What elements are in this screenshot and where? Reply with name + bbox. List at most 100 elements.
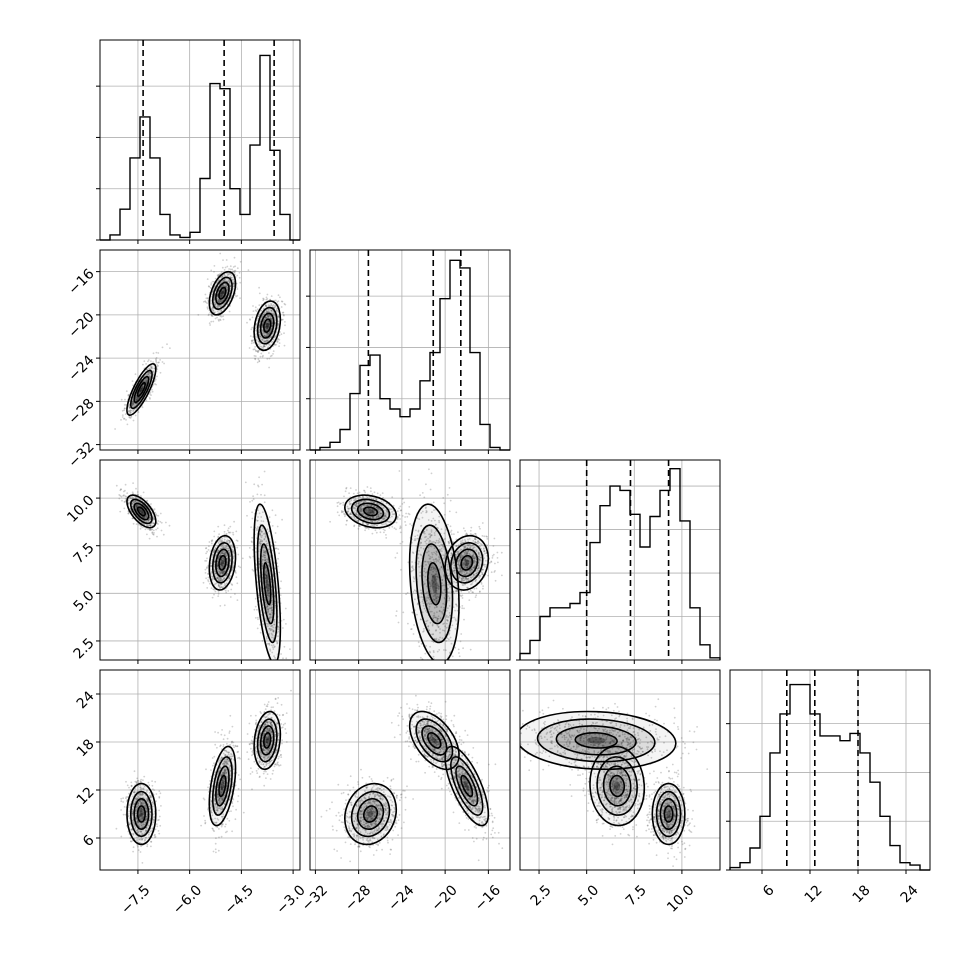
scatter-point	[266, 323, 269, 326]
scatter-point	[251, 340, 253, 343]
scatter-point	[134, 414, 137, 417]
scatter-point	[142, 491, 145, 494]
scatter-point	[228, 280, 230, 283]
scatter-point	[277, 294, 280, 297]
scatter-point	[343, 512, 345, 515]
scatter-point	[135, 505, 138, 508]
scatter-point	[266, 325, 269, 328]
scatter-point	[133, 404, 136, 407]
scatter-point	[262, 345, 265, 347]
scatter-point	[127, 393, 130, 396]
scatter-point	[232, 278, 235, 281]
scatter-point	[219, 294, 222, 297]
scatter-point	[162, 533, 165, 536]
scatter-point	[268, 324, 270, 327]
scatter-point	[283, 302, 286, 305]
scatter-point	[156, 364, 159, 366]
scatter-point	[268, 310, 270, 313]
scatter-point	[220, 561, 223, 564]
scatter-point	[128, 406, 131, 409]
scatter-point	[277, 557, 279, 560]
scatter-point	[129, 407, 131, 409]
scatter-point	[266, 328, 268, 330]
scatter-point	[134, 397, 137, 399]
density-fill	[139, 386, 144, 393]
scatter-point	[256, 308, 259, 311]
scatter-point	[270, 309, 273, 312]
scatter-point	[282, 618, 285, 621]
scatter-point	[147, 528, 150, 531]
scatter-point	[282, 668, 284, 670]
scatter-point	[157, 520, 160, 522]
scatter-point	[336, 502, 339, 504]
scatter-point	[256, 350, 259, 352]
scatter-point	[262, 299, 265, 302]
scatter-point	[250, 342, 253, 345]
scatter-point	[132, 403, 135, 406]
scatter-point	[273, 664, 275, 666]
scatter-point	[131, 404, 134, 406]
scatter-point	[216, 294, 219, 297]
scatter-point	[219, 315, 222, 318]
scatter-point	[224, 553, 227, 556]
scatter-point	[151, 531, 154, 534]
scatter-point	[211, 575, 213, 578]
scatter-point	[131, 380, 134, 382]
scatter-point	[226, 286, 228, 289]
scatter-point	[270, 304, 273, 307]
scatter-point	[254, 617, 257, 619]
scatter-point	[266, 333, 269, 336]
scatter-point	[221, 566, 224, 569]
scatter-point	[159, 520, 162, 523]
scatter-point	[222, 284, 225, 286]
scatter-point	[131, 497, 134, 500]
scatter-point	[215, 554, 217, 557]
scatter-point	[230, 588, 233, 591]
scatter-point	[366, 486, 369, 488]
scatter-point	[138, 509, 141, 512]
scatter-point	[144, 528, 147, 531]
scatter-point	[213, 588, 216, 591]
scatter-point	[210, 299, 213, 302]
scatter-point	[155, 528, 158, 531]
scatter-point	[207, 579, 209, 581]
scatter-point	[385, 537, 388, 539]
scatter-point	[264, 323, 267, 326]
scatter-point	[267, 321, 270, 323]
scatter-point	[205, 552, 208, 555]
scatter-point	[148, 537, 151, 540]
scatter-point	[264, 305, 267, 307]
scatter-point	[222, 570, 225, 572]
scatter-point	[128, 416, 131, 418]
scatter-point	[272, 350, 275, 352]
scatter-point	[147, 359, 150, 361]
scatter-point	[149, 524, 152, 526]
scatter-point	[220, 292, 223, 295]
scatter-point	[220, 315, 223, 318]
scatter-point	[265, 304, 267, 307]
scatter-point	[219, 552, 222, 555]
scatter-point	[266, 293, 269, 296]
scatter-point	[384, 529, 386, 532]
scatter-point	[132, 402, 135, 405]
scatter-point	[136, 503, 139, 506]
scatter-point	[203, 300, 205, 303]
scatter-point	[221, 279, 224, 282]
scatter-point	[151, 388, 153, 391]
scatter-point	[261, 483, 263, 486]
scatter-point	[147, 373, 150, 376]
scatter-point	[168, 524, 171, 527]
scatter-point	[276, 301, 279, 303]
scatter-point	[257, 358, 260, 361]
scatter-point	[140, 510, 142, 513]
scatter-point	[221, 572, 224, 575]
scatter-point	[225, 573, 228, 576]
scatter-point	[266, 334, 269, 337]
scatter-point	[267, 332, 270, 334]
scatter-point	[138, 391, 141, 393]
scatter-point	[222, 546, 225, 548]
scatter-point	[250, 328, 253, 331]
scatter-point	[342, 501, 345, 504]
scatter-point	[271, 305, 274, 307]
scatter-point	[205, 297, 208, 300]
